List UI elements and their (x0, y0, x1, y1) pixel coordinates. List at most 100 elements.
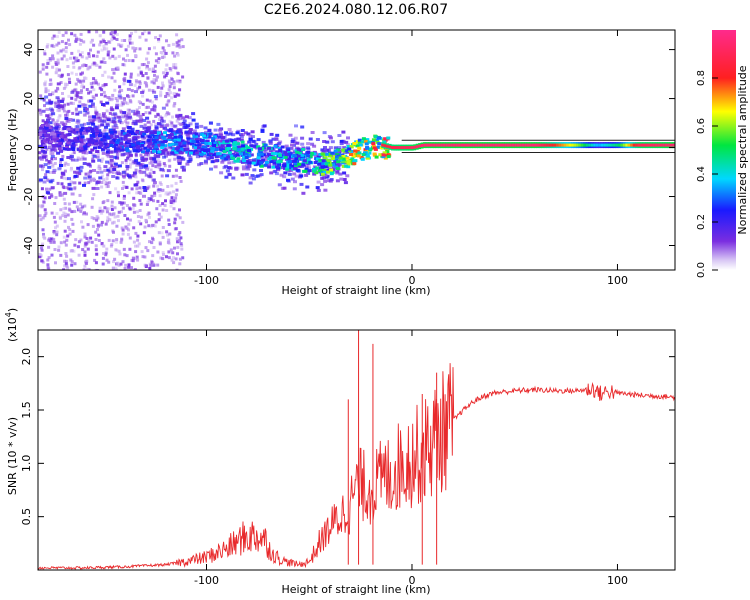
spectrogram-noise-cell (134, 30, 138, 34)
spectrogram-noise-cell (108, 161, 112, 165)
spectrogram-ridge-cell (140, 130, 145, 134)
spectrogram-noise-cell (172, 207, 176, 211)
spectrogram-noise-cell (144, 38, 148, 42)
spectrogram-noise-cell (100, 211, 104, 215)
spectrogram-noise-cell (173, 246, 176, 250)
spectrogram-noise-cell (69, 258, 73, 262)
spectrogram-ridge-core (452, 143, 456, 147)
spectrogram-noise-cell (148, 161, 152, 165)
spectrogram-ridge-core (531, 143, 535, 147)
spectrogram-noise-cell (57, 41, 61, 45)
spectrogram-cloud-cell (125, 151, 130, 155)
spectrogram-noise-cell (67, 202, 71, 206)
spectrogram-noise-cell (174, 63, 178, 66)
spectrogram-ridge-cell (233, 159, 238, 163)
spectrogram-ridge-layer (381, 142, 675, 151)
spectrogram-cloud-cell (275, 133, 280, 137)
spectrogram-ridge-cell (224, 157, 229, 161)
snr-plot-area (38, 330, 675, 570)
spectrogram-cloud-cell (142, 119, 147, 122)
spectrogram-cloud-cell (146, 138, 151, 142)
spectrogram-noise-cell (107, 260, 111, 264)
spectrogram-cloud-cell (173, 124, 178, 128)
spectrogram-cloud-cell (86, 122, 91, 126)
spectrogram-ridge-cell (231, 156, 236, 160)
spectrogram-noise-cell (49, 82, 53, 86)
spectrogram-noise-cell (59, 192, 63, 196)
spectrogram-noise-cell (134, 47, 138, 51)
spectrogram-noise-cell (93, 258, 97, 262)
spectrogram-noise-cell (91, 62, 95, 66)
spectrogram-noise-cell (168, 91, 172, 95)
spectrogram-ridge-core (632, 143, 636, 147)
spectrogram-cloud-cell (241, 165, 246, 169)
spectrogram-noise-cell (105, 247, 109, 251)
spectrogram-cloud-cell (267, 162, 272, 166)
spectrogram-ridge-cell (328, 154, 332, 158)
spectrogram-cloud-cell (116, 115, 121, 119)
spectrogram-cloud-cell (250, 130, 255, 134)
spectrogram-ridge-cell (167, 137, 172, 141)
spectrogram-cloud-cell (110, 108, 115, 112)
spectrogram-noise-cell (75, 205, 79, 209)
spectrogram-noise-cell (175, 52, 179, 55)
spectrogram-noise-cell (114, 248, 118, 252)
spectrogram-noise-cell (110, 243, 114, 246)
spectrogram-ridge-cell (368, 147, 373, 151)
spectrogram-ridge-core (548, 143, 552, 147)
spectrogram-noise-cell (114, 164, 118, 168)
spectrogram-cloud-cell (60, 100, 65, 103)
spectrogram-cloud-cell (106, 96, 111, 99)
spectrogram-ridge-cell (271, 156, 276, 160)
spectrogram-noise-cell (110, 213, 114, 217)
spectrogram-noise-cell (112, 166, 116, 169)
spectrogram-noise-cell (78, 42, 82, 46)
spectrogram-noise-cell (41, 168, 44, 172)
spectrogram-ridge-cell (111, 139, 116, 143)
spectrogram-noise-cell (79, 96, 83, 99)
spectrogram-noise-cell (128, 37, 132, 41)
spectrogram-noise-cell (170, 121, 174, 125)
spectrogram-cloud-cell (249, 153, 254, 157)
spectrogram-ridge-cell (211, 139, 216, 143)
spectrogram-cloud-cell (120, 153, 125, 157)
spectrogram-cloud-cell (282, 175, 287, 179)
spectrogram-cloud-cell (56, 82, 61, 86)
spectrogram-noise-cell (147, 199, 151, 202)
spectrogram-cloud-cell (181, 165, 186, 169)
spectrogram-noise-cell (104, 43, 108, 47)
spectrogram-noise-cell (96, 223, 100, 227)
spectrogram-ridge-cell (371, 138, 376, 142)
spectrogram-cloud-cell (248, 134, 253, 138)
spectrogram-noise-cell (61, 48, 65, 52)
spectrogram-cloud-cell (126, 79, 131, 83)
spectrogram-noise-cell (82, 40, 86, 44)
spectrogram-cloud-cell (292, 172, 297, 176)
spectrogram-cloud-cell (219, 133, 224, 137)
spectrogram-noise-cell (63, 240, 67, 244)
spectrogram-cloud-cell (56, 125, 61, 128)
spectrogram-noise-cell (179, 179, 183, 183)
spectrogram-cloud-cell (281, 153, 286, 157)
spectrogram-ridge-cell (81, 147, 85, 151)
spectrogram-noise-cell (145, 187, 149, 191)
spectrogram-cloud-cell (256, 138, 261, 142)
spectrogram-noise-cell (130, 258, 134, 262)
spectrogram-band-lines (401, 139, 675, 153)
spectrogram-noise-cell (143, 123, 147, 127)
spectrogram-ridge-core (608, 143, 611, 147)
spectrogram-cloud-cell (164, 124, 169, 128)
spectrogram-ridge-cell (44, 126, 49, 130)
spectrogram-noise-cell (102, 244, 106, 248)
spectrogram-cloud-cell (192, 131, 197, 135)
spectrogram-noise-cell (108, 56, 112, 60)
spectrogram-noise-cell (152, 119, 156, 123)
spectrogram-ridge-core (430, 143, 434, 147)
spectrogram-x-tick-label: 100 (607, 274, 628, 287)
spectrogram-noise-cell (57, 245, 61, 249)
spectrogram-ridge-cell (200, 138, 205, 142)
spectrogram-noise-cell (71, 61, 75, 65)
spectrogram-ridge-cell (211, 136, 216, 140)
spectrogram-cloud-cell (315, 186, 320, 190)
